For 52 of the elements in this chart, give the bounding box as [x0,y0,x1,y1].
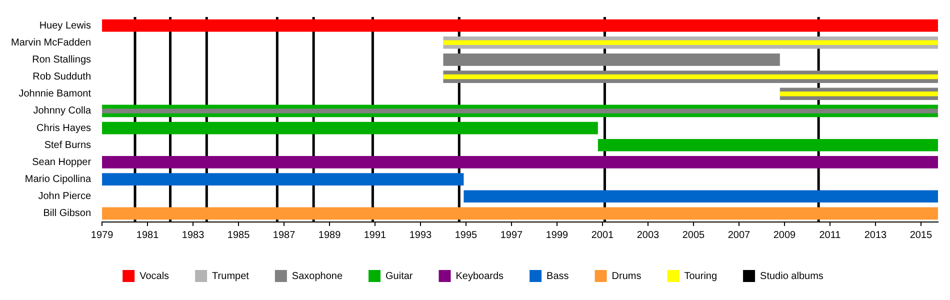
x-tick-label: 1981 [136,230,160,241]
legend-label: Touring [684,270,718,282]
x-tick-label: 1995 [454,230,478,241]
x-tick-label: 2001 [591,230,614,241]
y-tick-label: Chris Hayes [36,122,92,134]
legend-label: Drums [612,270,642,282]
legend-label: Keyboards [456,270,504,282]
x-tick-label: 2011 [819,230,842,241]
x-tick-label: 1991 [364,230,387,241]
y-tick-label: Ron Stallings [32,54,92,66]
legend-label: Guitar [386,270,414,282]
bar [102,122,598,134]
y-tick-label: Sean Hopper [32,156,92,168]
legend-label: Studio albums [760,270,824,282]
y-tick-label: Rob Sudduth [32,72,92,83]
legend-label: Vocals [140,270,170,282]
y-tick-label: Huey Lewis [39,20,92,32]
bar [102,156,938,168]
x-tick-label: 2015 [910,230,932,241]
x-tick-label: 1979 [90,230,114,241]
bar [780,91,938,96]
bar [464,190,938,203]
bar [102,173,464,186]
bar [443,54,780,66]
bar [102,108,938,114]
bar [598,138,938,152]
bar [443,74,938,80]
x-tick-label: 1985 [227,230,250,241]
x-tick-label: 1997 [500,230,524,241]
y-tick-label: Bill Gibson [43,208,92,220]
x-tick-label: 1999 [546,230,569,241]
y-tick-label: Mario Cipollina [24,174,92,186]
bar [102,207,938,220]
y-tick-label: Johnnie Bamont [18,88,92,100]
x-tick-label: 2005 [682,230,706,241]
y-tick-label: John Pierce [38,191,92,202]
x-tick-label: 2003 [636,230,660,241]
y-tick-label: Marvin McFadden [11,37,92,48]
x-tick-label: 1993 [409,230,432,241]
bar [102,19,938,32]
legend-label: Bass [546,270,569,282]
bar [443,40,938,46]
y-tick-label: Stef Burns [44,140,92,151]
y-tick-label: Johnny Colla [33,106,92,117]
x-tick-label: 1989 [318,230,342,241]
x-tick-label: 1983 [182,230,205,241]
x-tick-label: 1987 [272,230,296,241]
x-tick-label: 2007 [728,230,751,241]
legend-label: Trumpet [212,270,250,282]
x-tick-label: 2009 [773,230,796,241]
legend-label: Saxophone [292,270,343,282]
x-tick-label: 2013 [864,230,888,241]
